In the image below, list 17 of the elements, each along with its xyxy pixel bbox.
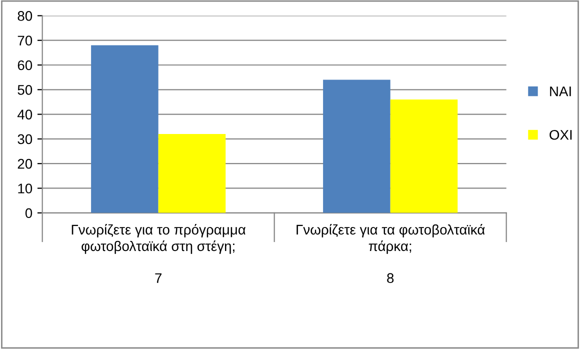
y-tick-label: 80 [18,11,32,21]
bar [91,45,158,213]
y-tick-label: 0 [25,208,32,218]
category-label: Γνωρίζετε για τα φωτοβολταϊκά πάρκα; 8 [296,224,485,284]
y-tick-label: 50 [18,84,32,95]
y-tick-label: 40 [17,110,32,120]
legend-label: ΝΑΙ [550,86,571,96]
y-tick-label: 20 [18,158,32,169]
y-tick-label: 70 [18,36,32,46]
y-tick-label: 10 [18,184,32,194]
y-tick-label: 30 [18,134,32,144]
bar [158,134,226,213]
y-tick-label: 60 [18,60,32,70]
category-label: Γνωρίζετε για το πρόγραμμα φωτοβολταϊκά στη στέγη; 7 [72,224,246,283]
legend-label: ΟΧΙ [550,130,572,140]
bar [390,100,458,213]
bar [323,80,390,213]
